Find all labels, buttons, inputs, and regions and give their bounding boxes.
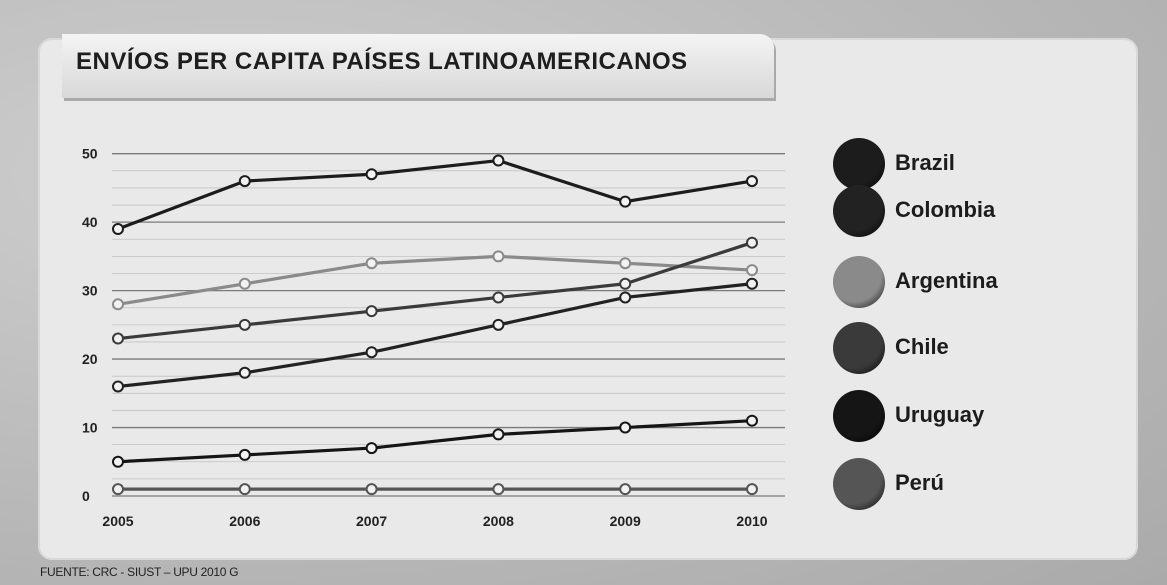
data-point — [619, 257, 632, 270]
data-point — [746, 414, 758, 427]
legend-swatch — [833, 138, 885, 190]
gridlines — [112, 153, 785, 497]
data-point — [746, 236, 758, 249]
x-tick-label: 2008 — [483, 513, 514, 529]
legend-label: Uruguay — [895, 402, 985, 427]
data-point — [746, 175, 758, 188]
x-tick-label: 2006 — [229, 513, 260, 529]
legend-swatch — [833, 458, 885, 510]
data-point — [365, 257, 378, 270]
data-point — [619, 421, 632, 434]
title-banner — [62, 34, 774, 98]
x-tick-label: 2005 — [102, 513, 133, 529]
x-tick-label: 2007 — [356, 513, 387, 529]
series-lines — [112, 154, 758, 496]
data-point — [112, 483, 124, 496]
data-point — [112, 332, 124, 345]
y-tick-label: 10 — [82, 420, 98, 436]
data-point — [492, 291, 505, 304]
data-point — [238, 448, 251, 461]
legend-swatch — [833, 390, 885, 442]
data-point — [112, 380, 124, 393]
data-point — [365, 346, 378, 359]
data-point — [746, 264, 758, 277]
legend-label: Brazil — [895, 150, 955, 175]
y-axis-ticks: 0 10 20 30 40 50 — [82, 146, 98, 504]
data-point — [492, 428, 505, 441]
legend-swatch — [833, 185, 885, 237]
data-point — [365, 168, 378, 181]
series-line-chile — [116, 241, 754, 341]
data-point — [746, 277, 758, 290]
data-point — [238, 318, 251, 331]
legend-swatch — [833, 322, 885, 374]
chart-panel — [38, 38, 1138, 560]
data-point — [492, 154, 505, 167]
data-point — [365, 442, 378, 455]
data-point — [112, 455, 124, 468]
data-point — [746, 483, 758, 496]
series-line-brazil — [116, 158, 754, 231]
series-line-argentina — [116, 254, 754, 306]
series-line-uruguay — [116, 419, 754, 464]
data-point — [492, 250, 505, 263]
data-point — [619, 291, 632, 304]
data-point — [238, 366, 251, 379]
data-point — [619, 483, 632, 496]
x-tick-label: 2009 — [610, 513, 641, 529]
x-axis-ticks: 2005 2006 2007 2008 2009 2010 — [102, 513, 767, 529]
legend-label: Chile — [895, 334, 949, 359]
data-point — [238, 175, 251, 188]
legend-label: Argentina — [895, 268, 998, 293]
series-line-colombia — [116, 282, 754, 389]
source-note: FUENTE: CRC - SIUST – UPU 2010 G — [40, 565, 239, 579]
y-tick-label: 0 — [82, 488, 90, 504]
legend-label: Perú — [895, 470, 944, 495]
data-point — [112, 223, 124, 235]
x-tick-label: 2010 — [736, 513, 767, 529]
data-point — [365, 483, 378, 496]
legend-label: Colombia — [895, 197, 996, 222]
chart-title: ENVÍOS PER CAPITA PAÍSES LATINOAMERICANO… — [76, 48, 688, 75]
data-point — [492, 318, 505, 331]
y-tick-label: 20 — [82, 351, 98, 367]
data-point — [238, 277, 251, 290]
data-point — [492, 483, 505, 496]
y-tick-label: 50 — [82, 146, 98, 162]
data-point — [238, 483, 251, 496]
legend-swatch — [833, 256, 885, 308]
data-point — [365, 305, 378, 318]
y-tick-label: 30 — [82, 283, 98, 299]
data-point — [619, 277, 632, 290]
data-point — [619, 195, 632, 208]
y-tick-label: 40 — [82, 214, 98, 230]
data-point — [112, 298, 124, 311]
